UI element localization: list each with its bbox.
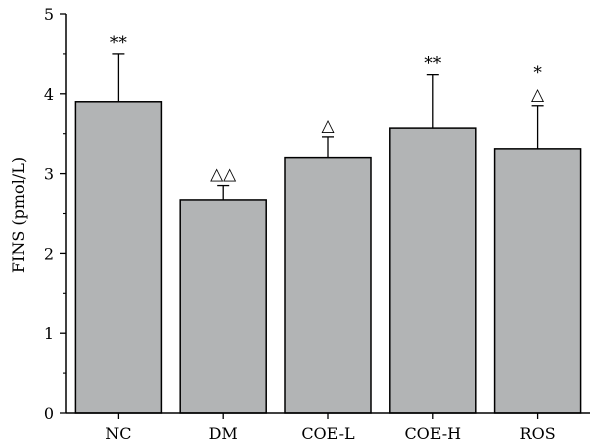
bar-coe-l bbox=[284, 156, 372, 414]
bar-dm bbox=[179, 199, 267, 414]
axes-layer bbox=[60, 13, 590, 419]
x-tick-label-coe-l: COE-L bbox=[301, 424, 355, 443]
significance-mark-coe-l: △ bbox=[321, 116, 335, 136]
y-tick-label-3: 3 bbox=[44, 165, 54, 184]
y-axis-label-group: FINS (pmol/L) bbox=[9, 157, 28, 273]
x-tick-labels: NC DM COE-L COE-H ROS bbox=[105, 424, 555, 443]
x-tick-label-coe-h: COE-H bbox=[404, 424, 461, 443]
y-tick-label-0: 0 bbox=[44, 404, 54, 423]
significance-mark-nc: ** bbox=[110, 33, 128, 53]
bar-nc bbox=[74, 101, 163, 414]
y-tick-labels: 0 1 2 3 4 5 bbox=[44, 5, 54, 423]
error-bars-layer bbox=[112, 53, 544, 200]
significance-mark-dm: △△ bbox=[210, 165, 237, 185]
x-tick-label-dm: DM bbox=[209, 424, 238, 443]
significance-mark-ros: * bbox=[533, 63, 542, 83]
y-tick-label-4: 4 bbox=[44, 85, 54, 104]
y-tick-label-2: 2 bbox=[44, 244, 54, 263]
significance-mark-ros: △ bbox=[531, 85, 545, 105]
y-tick-label-1: 1 bbox=[44, 324, 54, 343]
y-axis-label: FINS (pmol/L) bbox=[9, 157, 28, 273]
bar-coe-h bbox=[389, 127, 477, 414]
bar-ros bbox=[493, 148, 582, 414]
y-tick-label-5: 5 bbox=[44, 5, 54, 24]
significance-mark-coe-h: ** bbox=[424, 54, 442, 74]
annotations-layer: **△△△**△* bbox=[110, 33, 545, 185]
x-tick-label-nc: NC bbox=[105, 424, 131, 443]
x-tick-label-ros: ROS bbox=[520, 424, 556, 443]
